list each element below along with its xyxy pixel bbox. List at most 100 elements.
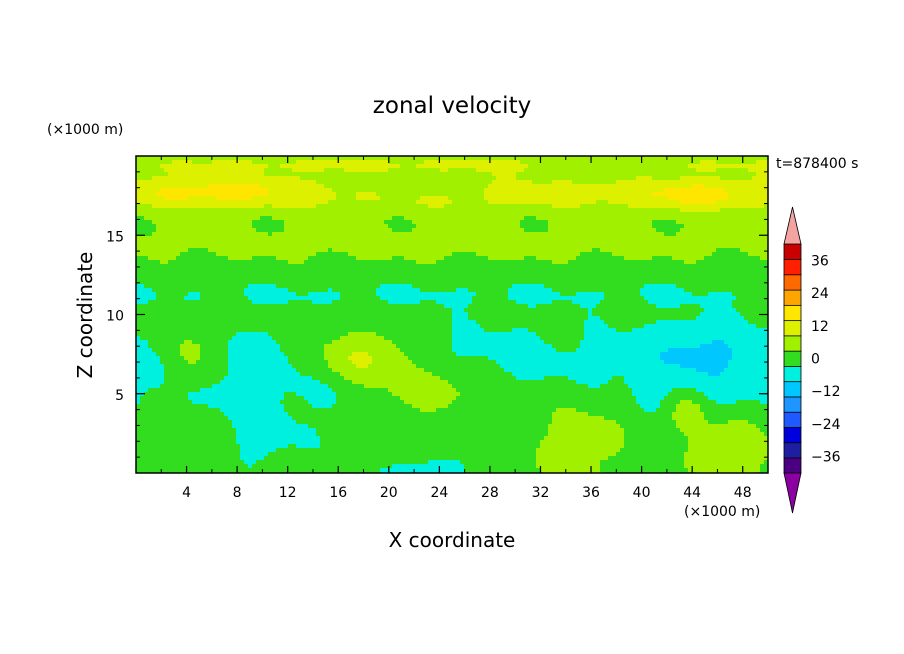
field-cell <box>436 268 441 273</box>
field-cell <box>408 240 413 245</box>
field-cell <box>272 184 277 189</box>
field-cell <box>464 208 469 213</box>
field-cell <box>376 212 381 217</box>
field-cell <box>204 180 209 185</box>
field-cell <box>548 164 553 169</box>
field-cell <box>280 212 285 217</box>
field-cell <box>452 204 457 209</box>
field-cell <box>636 216 641 221</box>
field-cell <box>300 156 305 161</box>
field-cell <box>336 212 341 217</box>
field-cell <box>608 196 613 201</box>
field-cell <box>408 228 413 233</box>
field-cell <box>200 208 205 213</box>
field-cell <box>524 176 529 181</box>
field-cell <box>192 192 197 197</box>
field-cell <box>544 216 549 221</box>
field-cell <box>480 268 485 273</box>
field-cell <box>248 184 253 189</box>
field-cell <box>392 172 397 177</box>
field-cell <box>352 208 357 213</box>
field-cell <box>704 204 709 209</box>
field-cell <box>632 192 637 197</box>
field-cell <box>468 188 473 193</box>
field-cell <box>356 212 361 217</box>
field-cell <box>288 272 293 277</box>
field-cell <box>424 232 429 237</box>
field-cell <box>336 200 341 205</box>
field-cell <box>204 220 209 225</box>
field-cell <box>440 156 445 161</box>
field-cell <box>712 204 717 209</box>
field-cell <box>480 180 485 185</box>
field-cell <box>388 276 393 281</box>
field-cell <box>316 236 321 241</box>
field-cell <box>756 256 761 261</box>
field-cell <box>540 200 545 205</box>
field-cell <box>612 276 617 281</box>
field-cell <box>564 276 569 281</box>
field-cell <box>596 192 601 197</box>
field-cell <box>732 188 737 193</box>
field-cell <box>460 252 465 257</box>
field-cell <box>472 268 477 273</box>
field-cell <box>168 228 173 233</box>
field-cell <box>148 252 153 257</box>
field-cell <box>352 192 357 197</box>
field-cell <box>716 272 721 277</box>
field-cell <box>404 256 409 261</box>
field-cell <box>328 240 333 245</box>
field-cell <box>676 200 681 205</box>
field-cell <box>156 224 161 229</box>
field-cell <box>404 164 409 169</box>
field-cell <box>276 264 281 269</box>
field-cell <box>436 232 441 237</box>
field-cell <box>336 164 341 169</box>
field-cell <box>296 184 301 189</box>
field-cell <box>260 164 265 169</box>
field-cell <box>700 172 705 177</box>
field-cell <box>148 208 153 213</box>
field-cell <box>724 252 729 257</box>
field-cell <box>536 160 541 165</box>
field-cell <box>624 256 629 261</box>
field-cell <box>400 204 405 209</box>
field-cell <box>500 184 505 189</box>
field-cell <box>480 172 485 177</box>
field-cell <box>476 220 481 225</box>
field-cell <box>452 196 457 201</box>
field-cell <box>760 212 765 217</box>
field-cell <box>376 248 381 253</box>
field-cell <box>536 248 541 253</box>
field-cell <box>204 244 209 249</box>
field-cell <box>424 244 429 249</box>
field-cell <box>204 216 209 221</box>
field-cell <box>432 164 437 169</box>
field-cell <box>360 180 365 185</box>
field-cell <box>296 244 301 249</box>
field-cell <box>152 160 157 165</box>
field-cell <box>516 200 521 205</box>
field-cell <box>652 180 657 185</box>
field-cell <box>236 208 241 213</box>
field-cell <box>388 224 393 229</box>
field-cell <box>564 228 569 233</box>
field-cell <box>320 176 325 181</box>
field-cell <box>384 280 389 285</box>
field-cell <box>464 212 469 217</box>
field-cell <box>464 244 469 249</box>
field-cell <box>756 248 761 253</box>
field-cell <box>524 168 529 173</box>
field-cell <box>564 236 569 241</box>
field-cell <box>660 276 665 281</box>
field-cell <box>424 224 429 229</box>
field-cell <box>396 272 401 277</box>
field-cell <box>560 224 565 229</box>
field-cell <box>396 248 401 253</box>
field-cell <box>584 248 589 253</box>
field-cell <box>472 188 477 193</box>
field-cell <box>532 188 537 193</box>
field-cell <box>752 208 757 213</box>
field-cell <box>372 164 377 169</box>
field-cell <box>352 240 357 245</box>
